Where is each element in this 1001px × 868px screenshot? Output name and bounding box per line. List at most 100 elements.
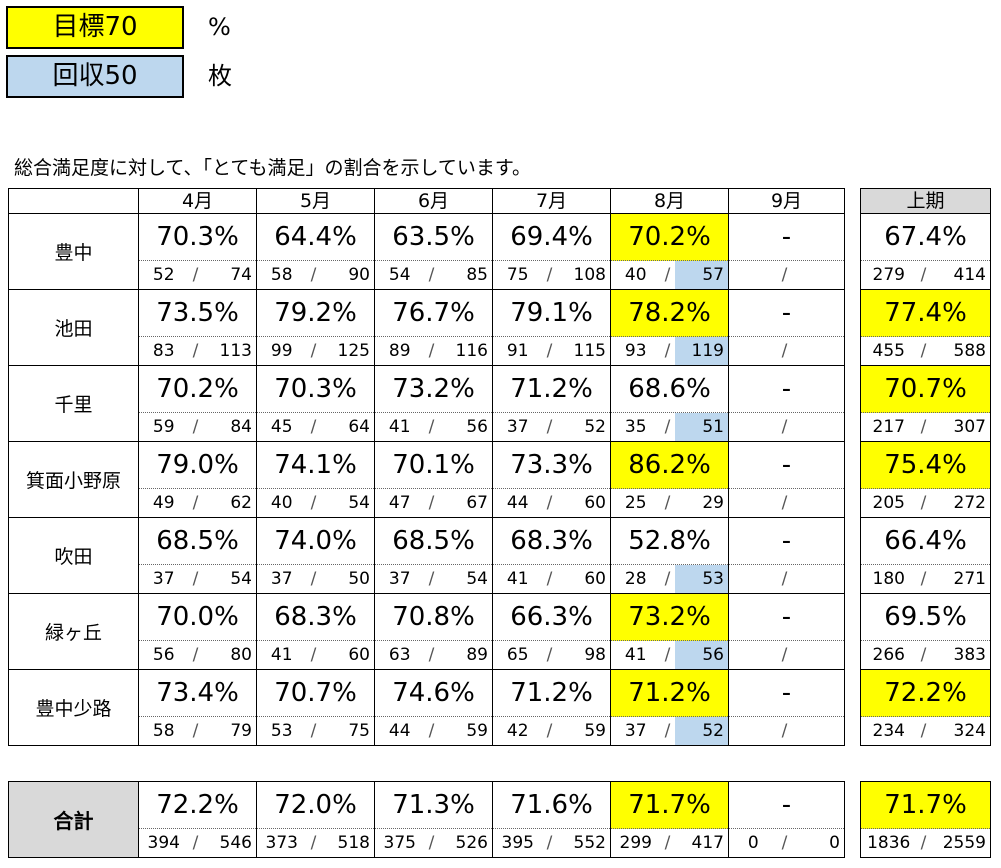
percent-cell: - — [728, 781, 845, 829]
count-numerator: 41 — [506, 569, 529, 589]
month-header-7: 7月 — [492, 188, 611, 214]
half-year-table: 上期 67.4% 279 / 414 77.4% 455 / 588 70.7% 217 / 307 7… — [860, 188, 991, 746]
count-numerator: 53 — [270, 721, 293, 741]
count-numerator: 45 — [270, 417, 293, 437]
count-denominator: 53 — [674, 565, 728, 593]
count-numerator: 205 — [872, 493, 905, 513]
monthly-table: 4月 5月 6月 7月 8月 9月 豊中 70.3% 64.4% 63.5% 69.4% 70.2%… — [8, 188, 845, 746]
count-separator: / — [192, 569, 199, 589]
store-name: 千里 — [8, 365, 139, 442]
percent-cell: 74.1% — [256, 441, 375, 489]
count-numerator: 58 — [152, 721, 175, 741]
count-separator: / — [310, 833, 317, 853]
count-separator: / — [664, 569, 671, 589]
count-wrap: 44 / 60 — [493, 489, 610, 517]
percent-cell: - — [728, 289, 845, 337]
count-numerator: 37 — [152, 569, 175, 589]
count-cell: / — [728, 564, 845, 594]
count-numerator: 41 — [624, 645, 647, 665]
count-denominator: 546 — [219, 833, 252, 853]
half-year-total-table: 71.7% 1836 / 2559 — [860, 781, 991, 858]
percent-cell: 73.2% — [374, 365, 493, 413]
count-denominator: 29 — [702, 493, 724, 513]
count-wrap: 40 / 54 — [257, 489, 374, 517]
percent-cell: 73.3% — [492, 441, 611, 489]
count-wrap: / — [729, 337, 844, 365]
count-denominator: 526 — [455, 833, 488, 853]
count-denominator: 588 — [953, 341, 986, 361]
percent-cell: 70.2% — [138, 365, 257, 413]
percent-cell: - — [728, 365, 845, 413]
count-cell: / — [728, 260, 845, 290]
total-pct-row: 合計 72.2% 72.0% 71.3% 71.6% 71.7% - — [8, 781, 845, 858]
count-cell: 395 / 552 — [492, 828, 611, 858]
count-separator: / — [664, 645, 671, 665]
percent-cell: - — [728, 593, 845, 641]
count-cell: 25 / 29 — [610, 488, 729, 518]
count-wrap: 37 / 52 — [493, 413, 610, 441]
percent-cell: 52.8% — [610, 517, 729, 565]
count-separator: / — [428, 721, 435, 741]
count-denominator: 60 — [348, 645, 370, 665]
store-count-row: 58/79 53/75 44/59 42/59 37/52/ — [9, 716, 845, 746]
half-pct-row: 66.4% — [860, 517, 991, 565]
count-cell: 83 / 113 — [138, 336, 257, 366]
percent-cell: 68.5% — [374, 517, 493, 565]
count-numerator: 40 — [624, 265, 647, 285]
count-wrap: 373 / 518 — [257, 829, 374, 857]
count-numerator: 75 — [506, 265, 529, 285]
count-wrap: 394 / 546 — [139, 829, 256, 857]
count-wrap: 35 /51 — [611, 413, 728, 441]
count-cell: 234 / 324 — [860, 716, 991, 746]
half-count-row: 266 / 383 — [860, 640, 991, 670]
percent-cell: 71.3% — [374, 781, 493, 829]
count-cell: 58 / 79 — [138, 716, 257, 746]
count-separator: / — [192, 265, 199, 285]
count-wrap: / — [729, 261, 844, 289]
half-count-row: 455 / 588 — [860, 336, 991, 366]
half-count-row: 279 / 414 — [860, 260, 991, 290]
count-cell: 1836 / 2559 — [860, 828, 991, 858]
half-percent-cell: 71.7% — [860, 781, 991, 829]
count-separator: / — [428, 645, 435, 665]
count-numerator: 217 — [872, 417, 905, 437]
count-denominator — [792, 565, 845, 593]
store-name: 豊中 — [8, 213, 139, 290]
count-numerator: 37 — [624, 721, 647, 741]
count-separator: / — [920, 341, 927, 361]
count-separator: / — [781, 721, 788, 741]
count-numerator: 47 — [388, 493, 411, 513]
count-separator: / — [664, 341, 671, 361]
count-numerator: 44 — [388, 721, 411, 741]
store-pct-row: 吹田 68.5% 74.0% 68.5% 68.3% 52.8% - — [8, 517, 845, 594]
count-separator: / — [781, 645, 788, 665]
count-wrap: 375 / 526 — [375, 829, 492, 857]
count-separator: / — [428, 341, 435, 361]
count-denominator: 414 — [953, 265, 986, 285]
count-wrap: 37 / 54 — [139, 565, 256, 593]
count-denominator — [792, 641, 845, 669]
count-wrap: 75 / 108 — [493, 261, 610, 289]
percent-cell: 70.3% — [138, 213, 257, 261]
count-denominator: 552 — [573, 833, 606, 853]
count-cell: 373 / 518 — [256, 828, 375, 858]
note-text: 総合満足度に対して、「とても満足」の割合を示しています。 — [14, 157, 531, 179]
half-year-header: 上期 — [860, 188, 991, 214]
percent-cell: 73.4% — [138, 669, 257, 717]
count-denominator: 67 — [466, 493, 488, 513]
count-wrap: / — [729, 413, 844, 441]
count-numerator: 180 — [872, 569, 905, 589]
count-separator: / — [310, 569, 317, 589]
count-denominator — [792, 717, 845, 745]
percent-cell: 71.2% — [492, 669, 611, 717]
count-numerator: 41 — [388, 417, 411, 437]
count-numerator: 279 — [872, 265, 905, 285]
half-percent-cell: 72.2% — [860, 669, 991, 717]
count-separator: / — [664, 721, 671, 741]
count-wrap: / — [729, 489, 844, 517]
count-cell: / — [728, 716, 845, 746]
percent-cell: 70.8% — [374, 593, 493, 641]
count-numerator: 28 — [624, 569, 647, 589]
count-cell: 375 / 526 — [374, 828, 493, 858]
count-cell: / — [728, 336, 845, 366]
